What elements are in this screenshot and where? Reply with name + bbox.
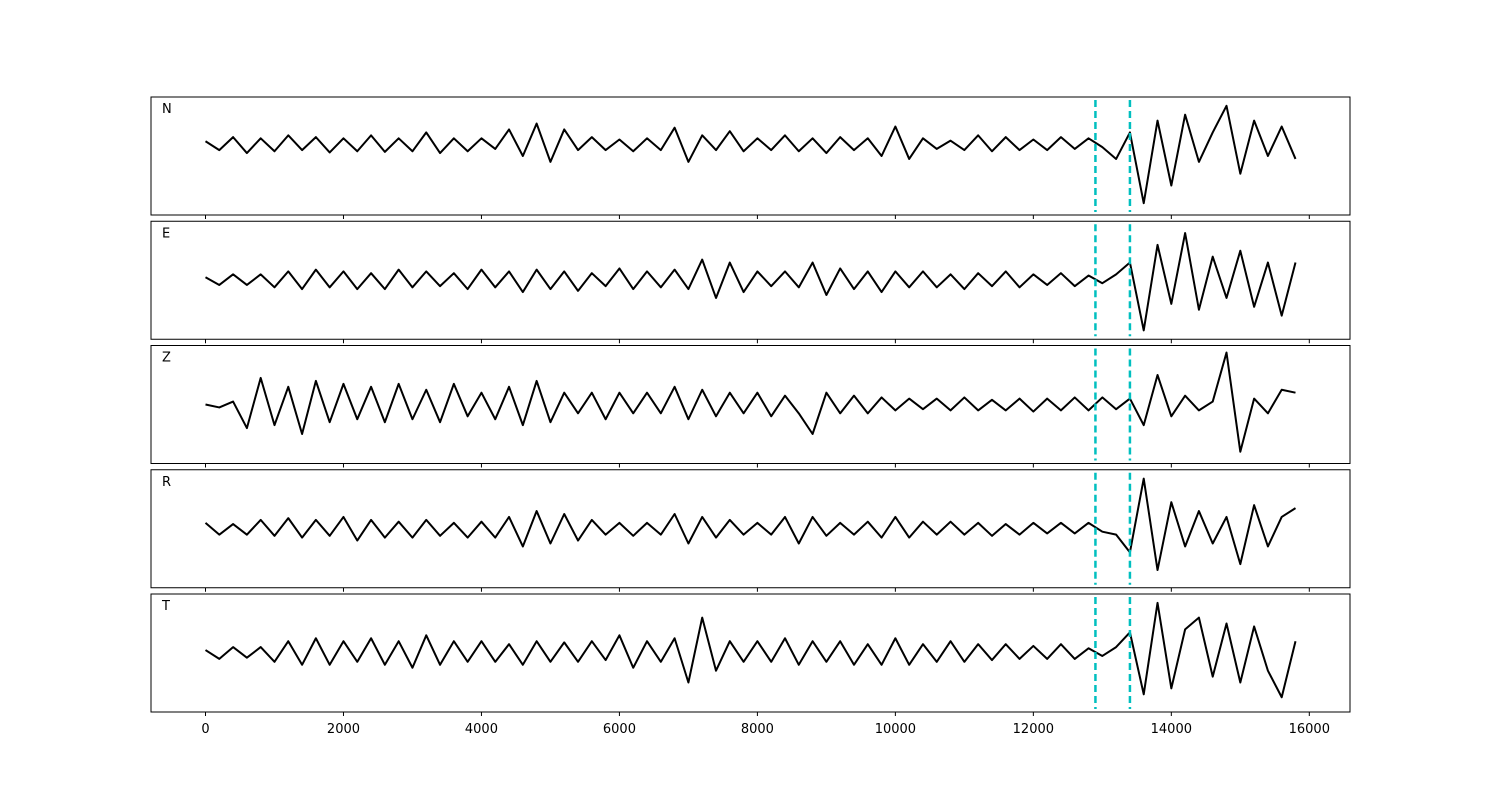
trace: [205, 351, 1296, 453]
axes-frame: [150, 469, 1351, 589]
axes-frame: [150, 345, 1351, 464]
x-tick-label: 0: [201, 722, 209, 737]
panel-label: R: [162, 475, 171, 490]
axes-frame: [150, 96, 1351, 216]
x-tick-label: 6000: [603, 722, 636, 737]
x-tick-label: 16000: [1289, 722, 1330, 737]
x-tick-label: 12000: [1013, 722, 1054, 737]
x-tick-label: 4000: [465, 722, 498, 737]
trace: [205, 232, 1297, 332]
panel-label: T: [161, 599, 170, 614]
panel-label: N: [162, 102, 172, 117]
x-tick-label: 8000: [741, 722, 774, 737]
x-tick-label: 14000: [1151, 722, 1192, 737]
x-tick-label: 2000: [327, 722, 360, 737]
axes-frame: [150, 220, 1351, 340]
x-tick-label: 10000: [875, 722, 916, 737]
trace: [204, 104, 1297, 205]
trace: [204, 601, 1297, 699]
panel-label: Z: [162, 351, 171, 366]
trace: [204, 477, 1297, 572]
axes-frame: [150, 593, 1351, 713]
panel-label: E: [162, 226, 170, 241]
